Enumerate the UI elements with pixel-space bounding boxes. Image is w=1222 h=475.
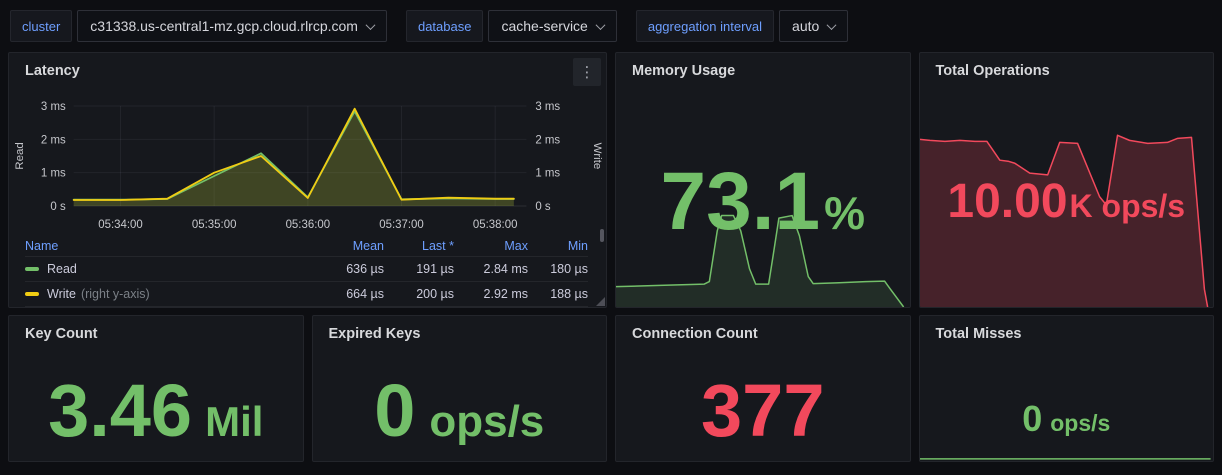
connection-count-number: 377 (701, 368, 825, 452)
svg-text:05:35:00: 05:35:00 (192, 219, 237, 231)
chevron-down-icon (365, 19, 376, 30)
latency-legend: Name Mean Last * Max Min Read 636 µs 191… (9, 235, 606, 307)
total-operations-value: 10.00 K ops/s (920, 83, 1214, 307)
svg-text:Read: Read (14, 142, 26, 169)
legend-col-name[interactable]: Name (25, 238, 59, 253)
panel-title-key-count[interactable]: Key Count (25, 326, 98, 342)
latency-time-series-chart[interactable]: 0 s 0 s 1 ms 1 ms 2 ms 2 ms 3 ms 3 ms 05:34:00 05… (9, 83, 606, 235)
read-max-value: 2.84 ms (483, 262, 528, 276)
filter-aggregation-interval: aggregation interval auto (635, 10, 849, 42)
legend-scrollbar[interactable] (600, 229, 604, 242)
database-dropdown[interactable]: cache-service (488, 10, 617, 42)
panel-connection-count: Connection Count 377 (615, 315, 911, 462)
panel-title-expired-keys[interactable]: Expired Keys (328, 326, 421, 342)
legend-header: Name Mean Last * Max Min (25, 235, 588, 257)
svg-text:0 s: 0 s (535, 201, 551, 213)
dashboard-grid: Latency ⋮ 0 s 0 s 1 ms 1 ms 2 ms 2 ms 3 ms 3 ms… (0, 52, 1222, 462)
total-misses-sparkline (920, 316, 1214, 461)
write-min-value: 188 µs (550, 287, 588, 301)
read-last-value: 191 µs (416, 262, 454, 276)
legend-col-mean[interactable]: Mean (352, 238, 384, 253)
total-misses-number: 0 (1022, 397, 1043, 439)
filter-label-aggregation-interval: aggregation interval (635, 10, 775, 42)
panel-title-total-misses[interactable]: Total Misses (935, 326, 1022, 342)
key-count-unit: Mil (205, 397, 264, 445)
panel-key-count: Key Count 3.46 Mil (8, 315, 304, 462)
memory-usage-sparkline (616, 53, 910, 307)
aggregation-interval-dropdown[interactable]: auto (779, 10, 849, 42)
svg-text:0 s: 0 s (50, 201, 66, 213)
write-max-value: 2.92 ms (483, 287, 528, 301)
filter-label-cluster: cluster (10, 10, 73, 42)
database-dropdown-value: cache-service (501, 18, 588, 34)
key-count-number: 3.46 (48, 368, 193, 452)
write-series-swatch (25, 292, 39, 296)
expired-keys-value: 0 ops/s (313, 346, 607, 461)
total-operations-unit: K ops/s (1069, 188, 1186, 224)
legend-row-write[interactable]: Write (right y-axis) 664 µs 200 µs 2.92 … (25, 282, 588, 307)
expired-keys-number: 0 (374, 368, 416, 452)
svg-text:1 ms: 1 ms (535, 168, 560, 180)
svg-text:Write: Write (591, 143, 603, 170)
read-mean-value: 636 µs (346, 262, 384, 276)
svg-text:05:34:00: 05:34:00 (98, 219, 143, 231)
legend-series-write: Write (right y-axis) (25, 287, 300, 301)
panel-title-total-operations[interactable]: Total Operations (935, 63, 1050, 79)
chevron-down-icon (595, 19, 606, 30)
legend-col-max[interactable]: Max (504, 238, 528, 253)
total-operations-number: 10.00 (947, 175, 1068, 228)
filter-cluster: cluster c31338.us-central1-mz.gcp.cloud.… (10, 10, 387, 42)
svg-text:05:38:00: 05:38:00 (473, 219, 518, 231)
legend-series-read-label: Read (47, 262, 77, 276)
memory-usage-unit: % (824, 187, 865, 239)
panel-resize-handle[interactable] (596, 297, 605, 306)
filter-label-database: database (405, 10, 484, 42)
panel-menu-button[interactable]: ⋮ (573, 58, 601, 86)
panel-title-memory-usage[interactable]: Memory Usage (632, 63, 736, 79)
filter-label-database-text: database (417, 18, 472, 34)
panel-latency: Latency ⋮ 0 s 0 s 1 ms 1 ms 2 ms 2 ms 3 ms 3 ms… (8, 52, 607, 308)
panel-expired-keys: Expired Keys 0 ops/s (311, 315, 607, 462)
filter-label-aggregation-interval-text: aggregation interval (647, 18, 763, 34)
aggregation-interval-dropdown-value: auto (792, 18, 820, 34)
filter-database: database cache-service (405, 10, 617, 42)
total-misses-value: 0 ops/s (920, 346, 1214, 461)
legend-row-read[interactable]: Read 636 µs 191 µs 2.84 ms 180 µs (25, 257, 588, 282)
filter-label-cluster-text: cluster (22, 18, 61, 34)
read-min-value: 180 µs (550, 262, 588, 276)
svg-text:3 ms: 3 ms (535, 101, 560, 113)
panel-total-operations: Total Operations 10.00 K ops/s (918, 52, 1214, 308)
svg-text:2 ms: 2 ms (41, 134, 66, 146)
panel-memory-usage: Memory Usage 73.1 % (615, 52, 911, 308)
total-misses-unit: ops/s (1050, 409, 1111, 436)
panel-title-connection-count[interactable]: Connection Count (632, 326, 758, 342)
read-series-swatch (25, 267, 39, 271)
panel-title-latency[interactable]: Latency (25, 63, 80, 79)
connection-count-value: 377 (616, 346, 910, 461)
cluster-dropdown-value: c31338.us-central1-mz.gcp.cloud.rlrcp.co… (90, 18, 358, 34)
panel-total-misses: Total Misses 0 ops/s (918, 315, 1214, 462)
write-last-value: 200 µs (416, 287, 454, 301)
total-operations-area-chart (919, 53, 1214, 307)
svg-text:3 ms: 3 ms (41, 101, 66, 113)
key-count-value: 3.46 Mil (9, 346, 303, 461)
legend-col-last[interactable]: Last * (422, 238, 454, 253)
dashboard-toolbar: cluster c31338.us-central1-mz.gcp.cloud.… (0, 0, 1222, 52)
legend-col-min[interactable]: Min (567, 238, 588, 253)
write-mean-value: 664 µs (346, 287, 384, 301)
svg-text:2 ms: 2 ms (535, 134, 560, 146)
svg-text:1 ms: 1 ms (41, 168, 66, 180)
svg-text:05:37:00: 05:37:00 (379, 219, 424, 231)
legend-series-write-note: (right y-axis) (80, 287, 150, 301)
chevron-down-icon (826, 19, 837, 30)
legend-series-read: Read (25, 262, 300, 276)
cluster-dropdown[interactable]: c31338.us-central1-mz.gcp.cloud.rlrcp.co… (77, 10, 387, 42)
legend-series-write-label: Write (47, 287, 76, 301)
expired-keys-unit: ops/s (429, 396, 545, 446)
svg-text:05:36:00: 05:36:00 (286, 219, 331, 231)
kebab-icon: ⋮ (579, 64, 595, 81)
memory-usage-number: 73.1 (660, 156, 821, 247)
memory-usage-value: 73.1 % (616, 83, 910, 307)
